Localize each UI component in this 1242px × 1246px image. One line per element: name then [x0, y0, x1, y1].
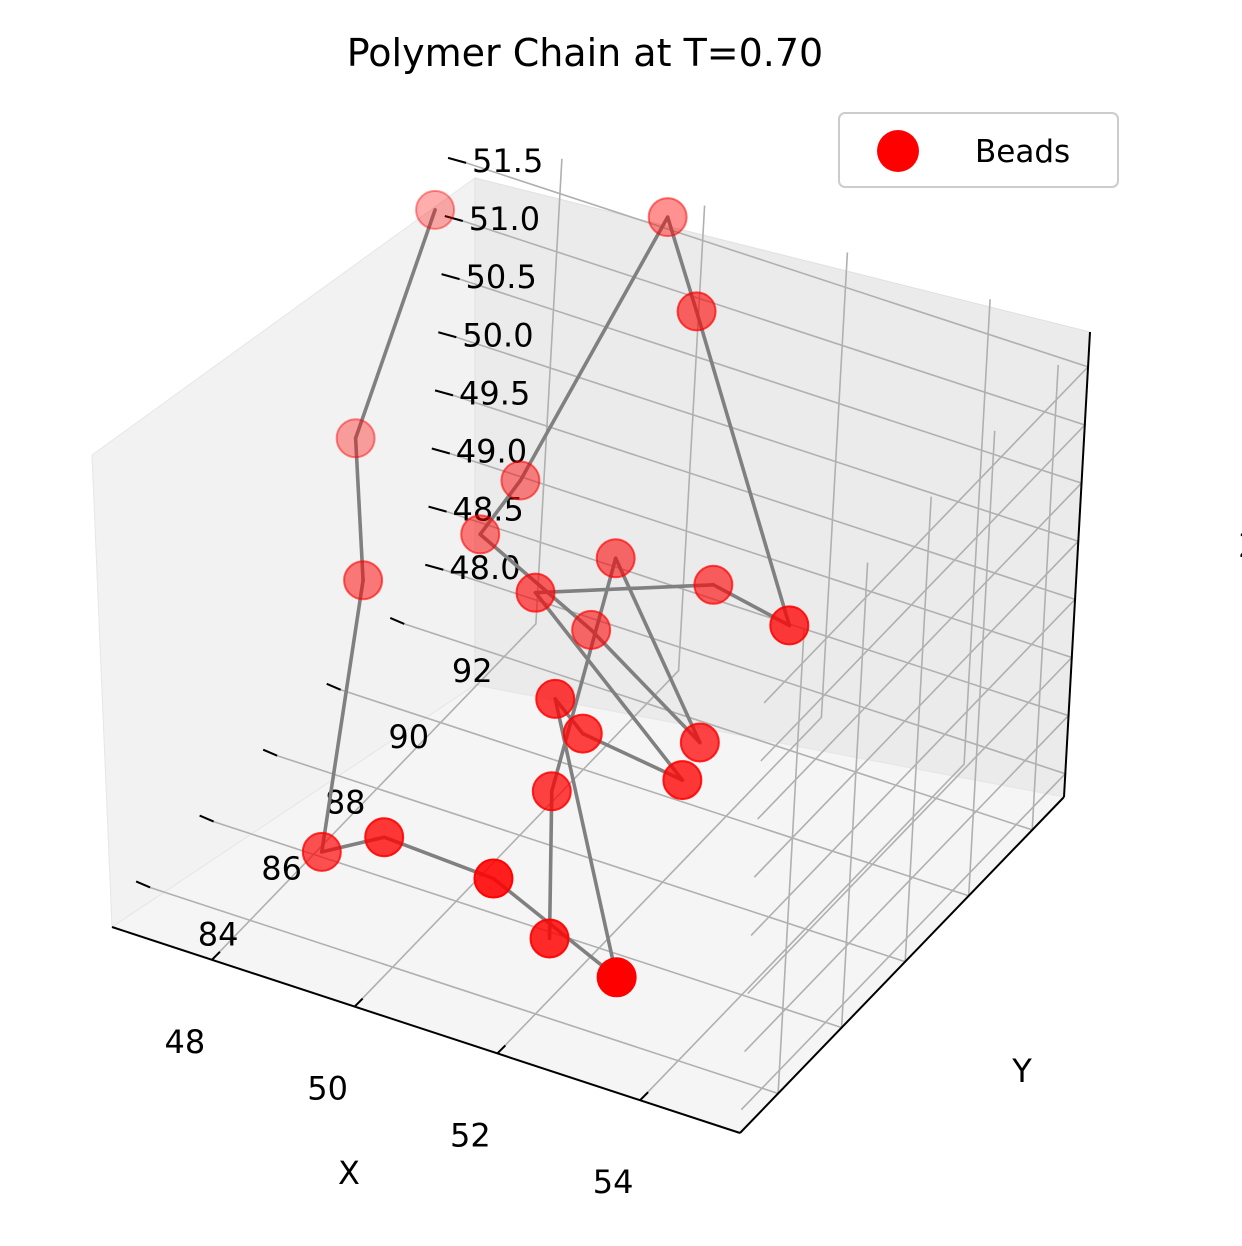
legend-label: Beads: [975, 134, 1070, 170]
bead-marker: [647, 197, 688, 238]
chain-segment: [533, 590, 685, 782]
z-tick-mark: [441, 273, 460, 281]
bead-marker: [693, 564, 734, 605]
bead-marker: [415, 189, 456, 230]
y-axis-line: [739, 796, 1065, 1134]
bead-marker: [343, 560, 384, 601]
z-tick-label: 49.5: [459, 374, 530, 412]
bead-marker: [596, 957, 637, 998]
z-tick-label: 51.5: [472, 142, 543, 180]
x-ticks: 48 50 52 54: [165, 951, 649, 1201]
chain-segment: [518, 215, 670, 483]
bead-marker: [679, 722, 720, 763]
z-tick-label: 49.0: [456, 433, 527, 471]
chain-segment: [353, 436, 365, 583]
y-tick-label: 86: [261, 850, 302, 888]
z-axis-label: Z: [1239, 527, 1242, 565]
z-axis-line: [1063, 331, 1091, 798]
x-axis-label: X: [338, 1154, 360, 1192]
y-tick-mark: [135, 880, 151, 889]
bead-marker: [301, 831, 342, 872]
y-axis-label: Y: [1011, 1052, 1032, 1090]
beads: [301, 189, 810, 998]
z-tick-mark: [447, 156, 467, 164]
bead-marker: [595, 538, 636, 579]
x-tick-mark: [353, 997, 364, 1008]
y-tick-label: 84: [198, 915, 239, 953]
chain-segment: [320, 578, 365, 854]
y-tick-label: 90: [388, 718, 429, 756]
bead-marker: [335, 418, 376, 459]
chain-segment: [694, 309, 792, 628]
legend-marker: [877, 130, 919, 172]
x-axis-line: [111, 926, 741, 1134]
grid-line-x: [639, 299, 991, 1101]
bead-marker: [473, 858, 514, 899]
bead-marker: [515, 572, 556, 613]
chain-segment: [547, 789, 554, 941]
x-tick-label: 54: [593, 1163, 634, 1201]
chart-title: Polymer Chain at T=0.70: [347, 31, 824, 75]
bead-marker: [500, 460, 541, 501]
bead-marker: [562, 713, 603, 754]
z-tick-mark: [444, 215, 464, 222]
chain-segment: [533, 582, 716, 595]
z-tick-mark: [431, 447, 451, 455]
chain-segment: [589, 628, 702, 745]
chain-segment: [549, 556, 618, 794]
chain-segment: [613, 556, 702, 745]
z-tick-mark: [438, 331, 457, 339]
bead-marker: [662, 760, 703, 801]
x-tick-label: 52: [450, 1116, 491, 1154]
bead-marker: [769, 605, 810, 646]
bead-marker: [531, 771, 572, 812]
bead-marker: [535, 678, 576, 719]
chain-segment: [353, 208, 437, 441]
z-tick-label: 50.5: [466, 258, 537, 296]
x-tick-mark: [639, 1091, 649, 1101]
y-tick-mark: [326, 682, 342, 691]
z-tick-mark: [434, 389, 454, 397]
x-tick-label: 50: [307, 1070, 348, 1108]
bead-marker: [364, 817, 405, 858]
y-tick-label: 92: [452, 652, 493, 690]
grid-line-x: [354, 205, 706, 1008]
bead-marker: [571, 609, 612, 650]
legend: Beads: [838, 112, 1119, 188]
x-tick-mark: [496, 1044, 507, 1055]
bead-marker: [460, 514, 501, 555]
bead-marker: [676, 291, 717, 332]
z-tick-label: 51.0: [469, 200, 540, 238]
z-tick-label: 50.0: [462, 316, 533, 354]
z-tick-mark: [425, 563, 444, 571]
x-tick-mark: [211, 951, 221, 961]
bead-marker: [529, 918, 570, 959]
x-tick-label: 48: [165, 1023, 206, 1061]
z-tick-mark: [428, 505, 447, 513]
z-tick-label: 48.0: [449, 549, 520, 587]
y-tick-mark: [262, 748, 278, 757]
grid-line-x: [496, 252, 849, 1054]
y-tick-mark: [389, 617, 405, 625]
y-tick-mark: [199, 814, 215, 823]
